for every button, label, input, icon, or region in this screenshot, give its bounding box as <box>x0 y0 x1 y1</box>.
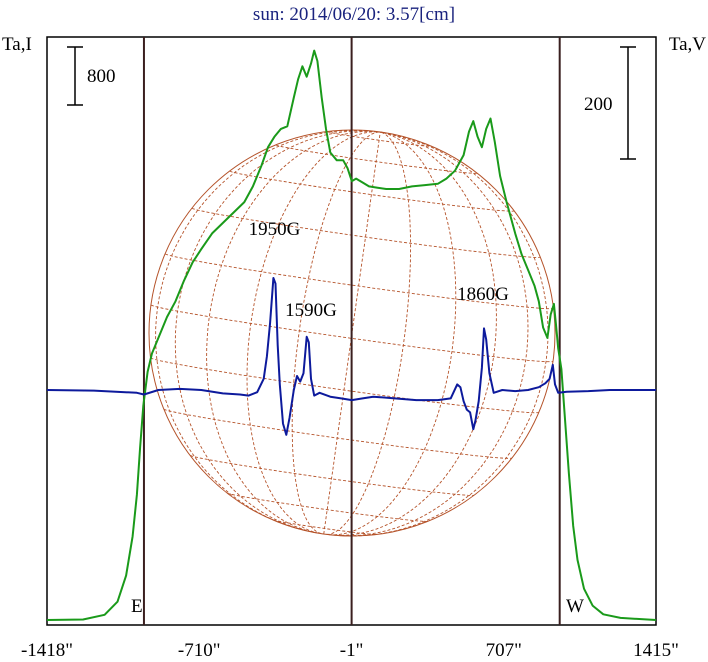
x-tick-label: 1415" <box>633 640 679 661</box>
series-layer <box>46 49 657 621</box>
limb-lines <box>142 37 561 625</box>
longitude-line <box>326 131 412 535</box>
longitude-line <box>246 131 381 534</box>
latitude-line <box>150 357 539 414</box>
longitude-line <box>331 131 497 536</box>
right-axis-label: Ta,V <box>669 34 706 55</box>
left-scale-bar-label: 800 <box>87 66 116 87</box>
longitude-line <box>206 130 381 534</box>
longitude-line <box>174 130 381 533</box>
longitude-line <box>291 131 381 535</box>
x-tick-label: -710" <box>178 640 221 661</box>
left-scale-bar <box>67 46 83 106</box>
right-scale-bar <box>620 46 636 160</box>
x-tick-label: 707" <box>486 640 522 661</box>
east-limb-label: E <box>131 596 143 617</box>
longitude-line <box>332 131 529 537</box>
field-strength-label: 1860G <box>457 284 509 305</box>
latitude-line <box>229 170 515 212</box>
series-polarization-line <box>46 277 656 436</box>
solar-disk-grid <box>148 129 556 537</box>
x-tick-label: -1" <box>340 640 364 661</box>
latitude-line <box>275 144 478 174</box>
series-intensity-line <box>46 49 657 621</box>
latitude-line <box>227 492 428 522</box>
field-strength-label: 1950G <box>249 219 301 240</box>
latitude-line <box>190 454 475 496</box>
longitude-line <box>344 131 549 537</box>
x-tick-label: -1418" <box>21 640 73 661</box>
chart-title: sun: 2014/06/20: 3.57[cm] <box>253 4 455 25</box>
latitude-line <box>272 519 377 535</box>
left-axis-label: Ta,I <box>2 34 32 55</box>
latitude-line <box>164 253 554 310</box>
west-limb-label: W <box>566 596 584 617</box>
right-scale-bar-label: 200 <box>584 94 613 115</box>
longitude-line <box>155 129 381 531</box>
x-axis-ticks: -1418" -710" -1" 707" 1415" <box>21 640 679 661</box>
latitude-line <box>191 207 541 258</box>
longitude-line <box>328 131 457 536</box>
latitude-line <box>163 408 512 459</box>
annotation-layer: 1950G 1590G 1860G <box>249 219 510 321</box>
latitude-line <box>326 131 433 147</box>
field-strength-label: 1590G <box>285 300 337 321</box>
equator-line <box>150 304 554 363</box>
